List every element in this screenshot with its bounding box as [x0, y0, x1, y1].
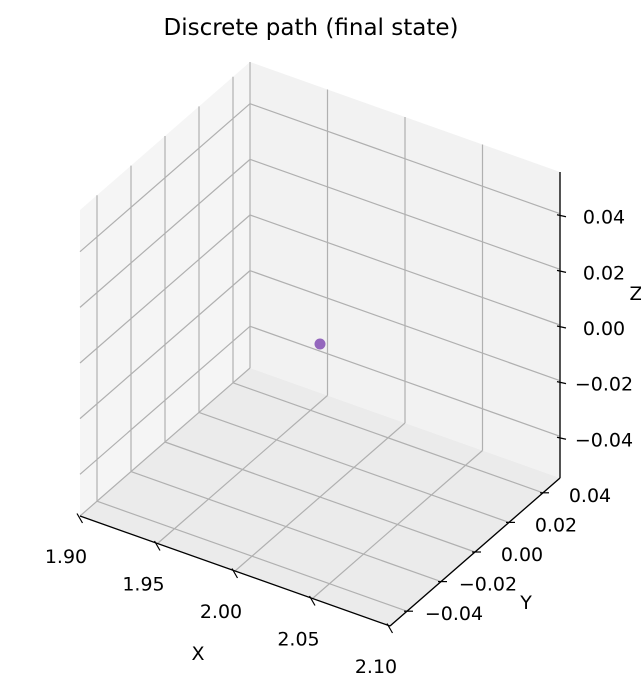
grid-line-z-back	[249, 214, 561, 326]
grid-line-z-left	[79, 270, 251, 420]
y-tick-label: 0.04	[569, 485, 611, 507]
y-tick-label: 0.00	[501, 544, 543, 566]
x-tick-mark	[386, 623, 394, 634]
z-tick-mark	[556, 325, 567, 329]
tick-labels: 1.90 1.95 2.00 2.05 2.10 −0.04 −0.02 0.00 0.02 0.…	[45, 207, 633, 678]
z-tick-mark	[556, 436, 567, 440]
y-tick-label: 0.02	[535, 514, 577, 536]
x-tick-mark	[153, 540, 161, 551]
grid-line-y-floor	[198, 411, 510, 523]
chart-title: Discrete path (final state)	[164, 15, 459, 41]
grid-line-y-floor	[130, 471, 442, 583]
z-tick-mark	[556, 214, 567, 218]
data-point	[314, 338, 326, 350]
tick-marks	[76, 214, 567, 634]
x-tick-label: 1.90	[45, 546, 87, 568]
x-tick-label: 1.95	[122, 574, 164, 596]
x-tick-mark	[231, 568, 239, 579]
x-tick-mark	[308, 595, 316, 606]
z-tick-mark	[556, 269, 567, 273]
z-tick-label: −0.04	[575, 429, 633, 451]
grid-line-y-floor	[164, 441, 476, 553]
grid-line-z-left	[79, 103, 251, 253]
y-axis-label: Y	[519, 592, 532, 614]
grid-line-z-left	[79, 325, 251, 475]
y-tick-label: −0.04	[425, 603, 483, 625]
x-tick-mark	[76, 513, 84, 524]
z-tick-label: −0.02	[575, 374, 633, 396]
z-tick-mark	[556, 381, 567, 385]
y-tick-label: −0.02	[459, 574, 517, 596]
grid-line-z-back	[249, 158, 561, 270]
grid-line-z-left	[79, 158, 251, 308]
grid-line-z-back	[249, 270, 561, 382]
z-tick-label: 0.00	[583, 318, 625, 340]
grid-line-y-floor	[232, 382, 544, 494]
grid-line-z-back	[249, 325, 561, 437]
data-points	[314, 338, 326, 350]
grid-line-z-left	[79, 214, 251, 364]
grid-line-y-floor	[96, 500, 408, 612]
x-axis-line	[79, 515, 391, 627]
x-tick-label: 2.00	[200, 601, 242, 623]
z-axis-label: Z	[629, 283, 641, 305]
z-tick-label: 0.02	[583, 262, 625, 284]
x-tick-label: 2.10	[355, 656, 397, 678]
z-tick-label: 0.04	[583, 207, 625, 229]
x-axis-label: X	[191, 643, 204, 665]
grid-line-z-back	[249, 103, 561, 215]
x-tick-label: 2.05	[277, 629, 319, 651]
